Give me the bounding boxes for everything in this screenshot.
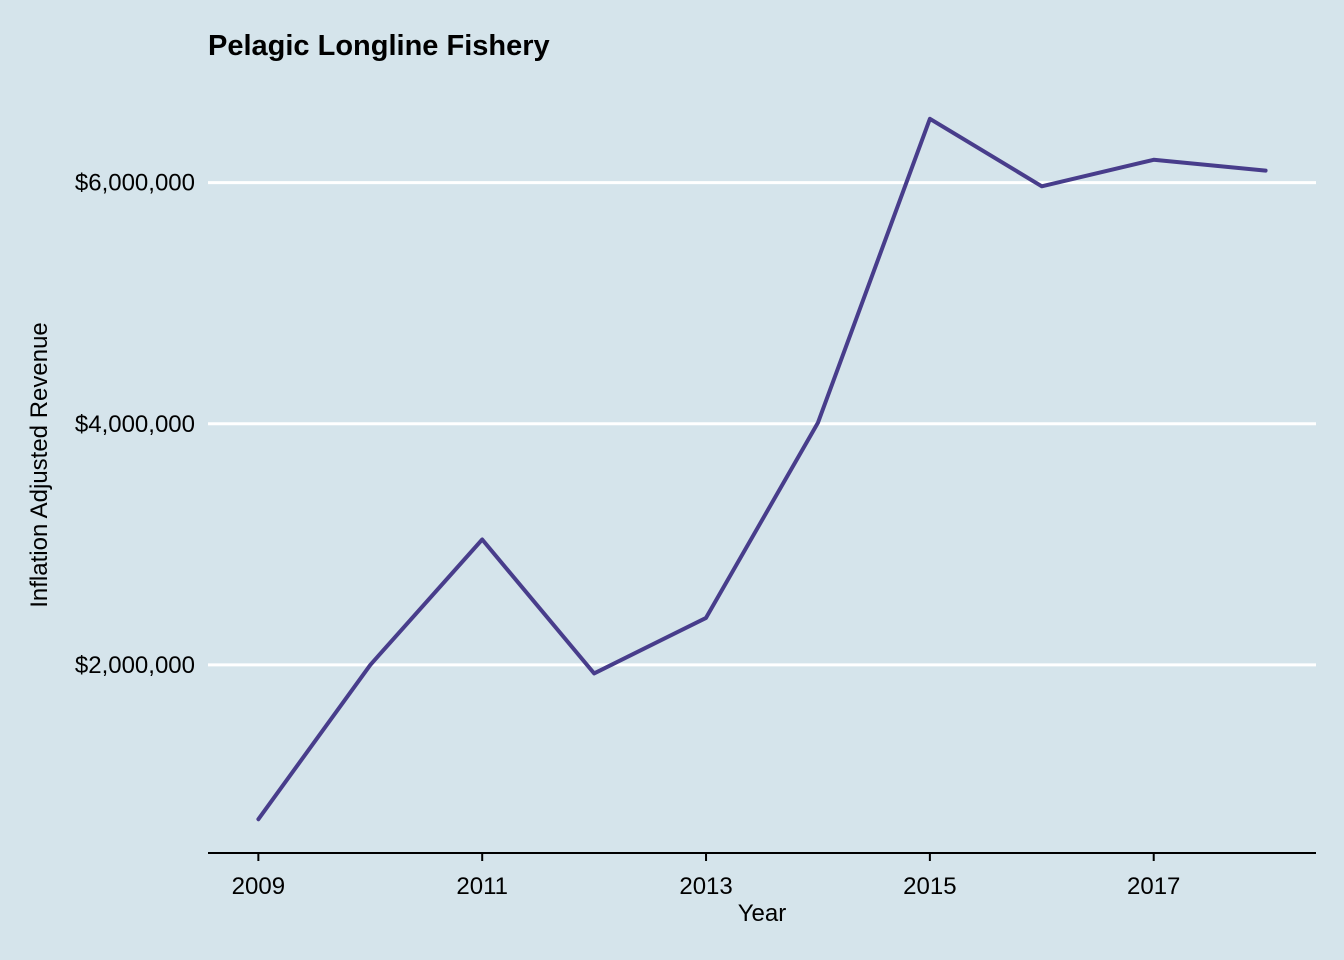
y-tick-label: $4,000,000 [75, 411, 195, 438]
x-tick-label: 2011 [456, 873, 508, 900]
x-tick-label: 2013 [679, 873, 732, 900]
y-tick-label: $6,000,000 [75, 170, 195, 197]
series-line [256, 116, 1268, 822]
y-axis-tick-labels: $2,000,000 $4,000,000 $6,000,000 [75, 170, 195, 679]
x-axis [208, 852, 1316, 861]
x-tick-label: 2015 [903, 873, 956, 900]
chart-title: Pelagic Longline Fishery [208, 30, 550, 62]
y-axis-label: Inflation Adjusted Revenue [26, 322, 53, 608]
x-axis-tick-labels: 2009 2011 2013 2015 2017 [232, 873, 1181, 900]
x-tick-label: 2009 [232, 873, 285, 900]
y-tick-label: $2,000,000 [75, 652, 195, 679]
x-axis-label: Year [738, 900, 787, 927]
x-tick-label: 2017 [1127, 873, 1180, 900]
data-series [256, 116, 1268, 822]
gridlines [208, 181, 1316, 667]
